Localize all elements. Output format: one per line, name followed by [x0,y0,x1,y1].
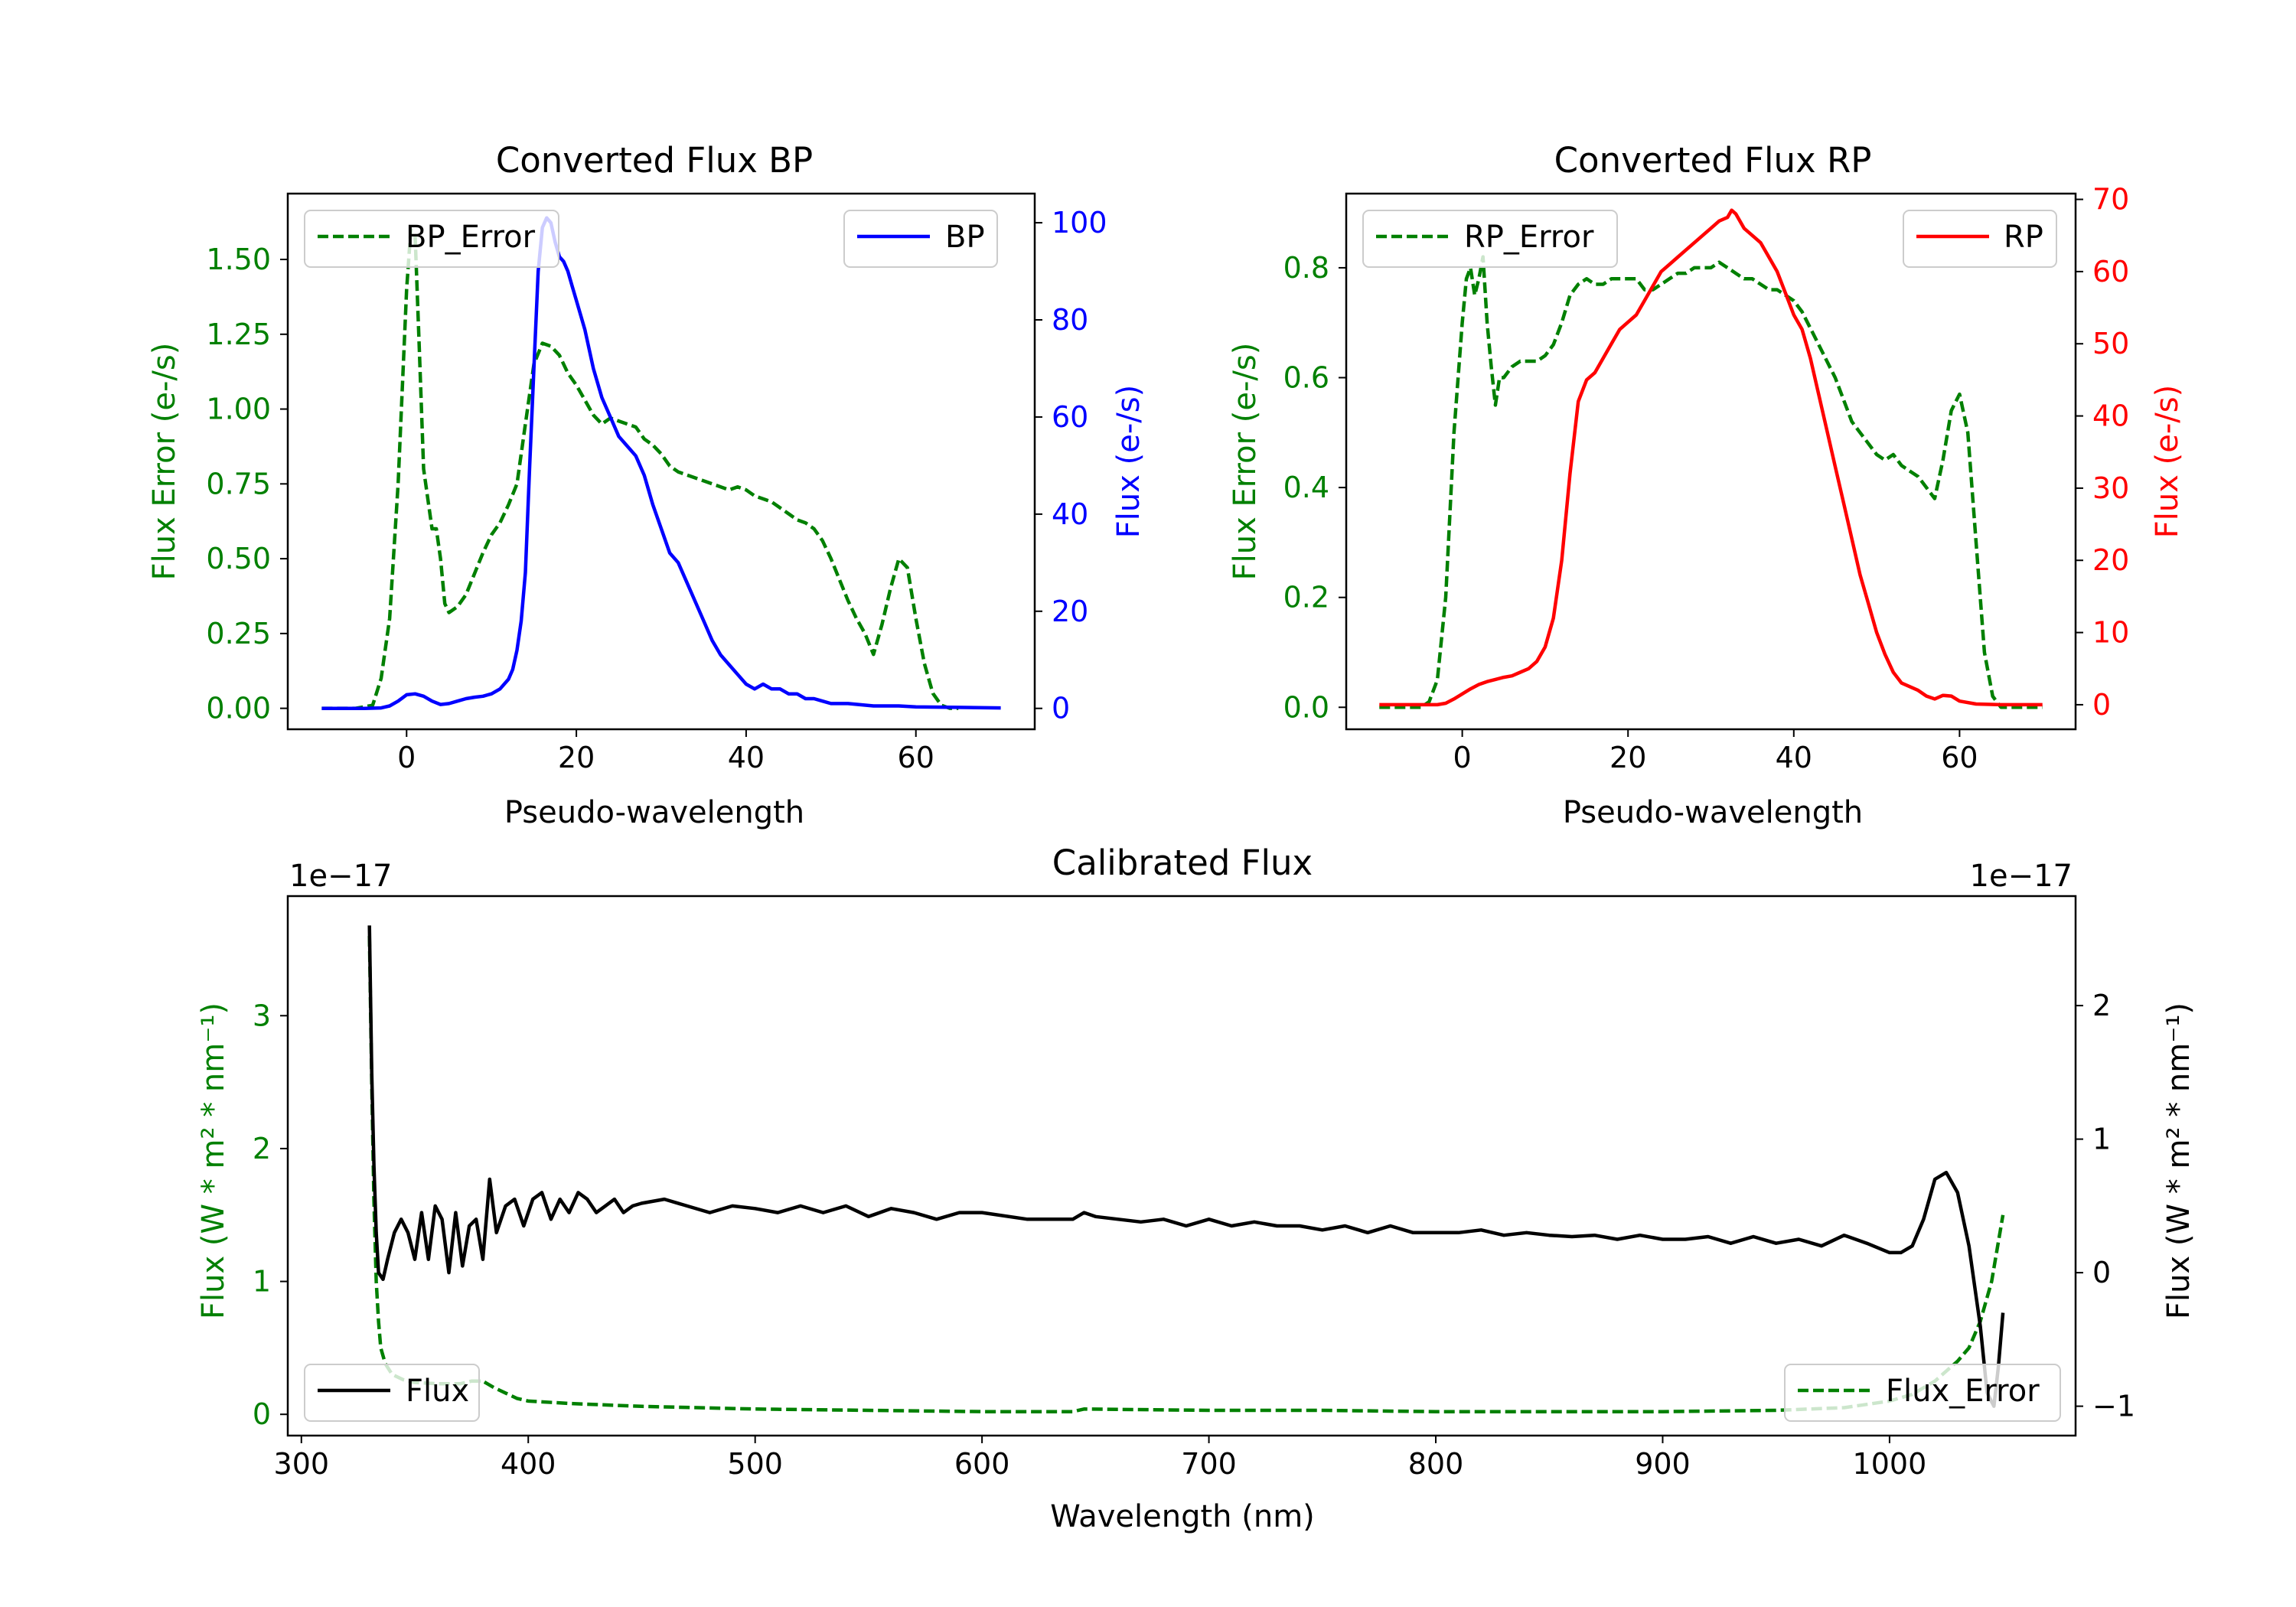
y-tick-label-right: 0 [2092,688,2111,722]
y-axis-label-left: Flux Error (e-/s) [147,343,182,581]
series-line-bp-error [321,227,959,710]
legend-box [843,210,998,268]
legend-label-bp: BP [945,220,985,255]
y-tick-label-left: 1.50 [206,243,271,276]
legend-flux-error[interactable]: Flux_Error [1784,1364,2061,1422]
y-tick-label-right: 0 [2092,1256,2111,1289]
legend-box [304,1364,480,1422]
y-tick-label-right: 30 [2092,471,2129,505]
x-tick-label: 700 [1181,1447,1237,1481]
y-tick-label-right: 40 [2092,399,2129,433]
legend-box [1784,1364,2061,1422]
chart-title: Converted Flux RP [1554,140,1872,181]
legend-label-flux-error: Flux_Error [1886,1374,2040,1409]
x-tick-label: 20 [1609,741,1646,774]
axes-frame [286,192,1036,731]
x-tick-label: 800 [1408,1447,1464,1481]
x-tick-label: 40 [1776,741,1812,774]
y-tick-label-left: 0.6 [1283,361,1329,395]
y-tick-label-right: 2 [2092,989,2111,1022]
legend-rp[interactable]: RP [1903,210,2057,268]
x-tick-label: 60 [898,741,934,774]
y-tick-label-left: 0.75 [206,467,271,500]
y-tick-label-left: 1.25 [206,318,271,351]
series-line-rp-error [1379,255,2043,709]
legend-flux[interactable]: Flux [304,1364,480,1422]
y-tick-label-right: 1 [2092,1123,2111,1156]
chart-title: Converted Flux BP [496,140,813,181]
x-axis-label: Pseudo-wavelength [504,795,804,830]
series-line-flux [367,925,2005,1408]
y-tick-label-left: 0.4 [1283,471,1329,504]
y-axis-label-right: Flux (e-/s) [2150,385,2185,538]
series-line-bp [321,216,1001,710]
legend-label-rp-error: RP_Error [1464,220,1594,255]
y-tick-label-right: 100 [1052,206,1107,240]
y-axis-label-right: Flux (e-/s) [1111,385,1146,538]
axes-frame [286,895,2077,1437]
legend-box [1362,210,1618,268]
legend-label-flux: Flux [406,1374,469,1409]
x-axis-label: Wavelength (nm) [1050,1499,1315,1534]
chart-bp: Converted Flux BP 0 20 40 60 0.00 0.25 0.50 0.7… [147,140,1146,830]
y-axis-label-left: Flux (W * m² * nm⁻¹) [196,1002,231,1319]
series-group [321,216,1001,710]
y-tick-label-right: 10 [2092,616,2129,650]
legend-label-rp: RP [2004,220,2043,255]
y-tick-label-right: 60 [2092,255,2129,288]
chart-calibrated-flux: Calibrated Flux 1e−17 1e−17 300 400 500 600… [196,843,2197,1534]
y-tick-label-left: 0.8 [1283,251,1329,285]
y-tick-label-right: 60 [1052,400,1088,434]
legend-bp[interactable]: BP [843,210,998,268]
series-line-rp [1379,208,2043,707]
legend-box [304,210,559,268]
x-tick-label: 40 [728,741,765,774]
x-tick-label: 600 [954,1447,1010,1481]
legend-label-bp-error: BP_Error [406,220,536,255]
x-tick-label: 0 [1453,741,1472,774]
y-tick-label-right: 40 [1052,497,1088,531]
y-tick-label-left: 1 [253,1265,271,1299]
x-tick-label: 900 [1635,1447,1691,1481]
y-tick-label-left: 0.2 [1283,581,1329,614]
y-axis-label-right: Flux (W * m² * nm⁻¹) [2161,1002,2197,1319]
y-tick-label-left: 0.25 [206,617,271,650]
y-tick-label-right: 20 [2092,543,2129,577]
x-tick-label: 500 [727,1447,783,1481]
legend-box [1903,210,2057,268]
plot-area: 0 20 40 60 0.0 0.2 0.4 0.6 0.8 0 10 20 30 40 50 60 70 [1283,183,2130,774]
legend-rp-error[interactable]: RP_Error [1362,210,1618,268]
y-tick-label-right: 80 [1052,303,1088,337]
chart-title: Calibrated Flux [1052,843,1313,883]
chart-rp: Converted Flux RP 0 20 40 60 0.0 0.2 0.4 0.6 0.8… [1228,140,2185,830]
axes-frame [1345,192,2077,731]
y-tick-label-left: 0.50 [206,542,271,575]
x-tick-label: 60 [1941,741,1978,774]
x-tick-label: 1000 [1853,1447,1927,1481]
y-tick-label-right: 70 [2092,183,2129,217]
y-tick-label-right: 20 [1052,595,1088,628]
x-axis-label: Pseudo-wavelength [1563,795,1863,830]
x-tick-label: 20 [558,741,595,774]
y-tick-label-left: 0.0 [1283,690,1329,724]
x-tick-label: 400 [501,1447,556,1481]
y-tick-label-left: 0 [253,1397,271,1431]
y-offset-right: 1e−17 [1970,859,2073,894]
series-group [1379,208,2043,709]
y-offset-left: 1e−17 [289,859,392,894]
y-tick-label-left: 0.00 [206,692,271,725]
y-tick-label-left: 1.00 [206,393,271,426]
y-tick-label-right: 50 [2092,327,2129,360]
y-tick-label-left: 3 [253,999,271,1032]
y-tick-label-left: 2 [253,1132,271,1165]
y-axis-label-left: Flux Error (e-/s) [1228,343,1263,581]
legend-bp-error[interactable]: BP_Error [304,210,559,268]
y-tick-label-right: −1 [2092,1390,2135,1423]
y-tick-label-right: 0 [1052,692,1070,725]
x-tick-label: 300 [274,1447,330,1481]
x-tick-label: 0 [397,741,416,774]
plot-area: 0 20 40 60 0.00 0.25 0.50 0.75 1.00 1.25 1.50 0 20 40… [206,192,1107,774]
